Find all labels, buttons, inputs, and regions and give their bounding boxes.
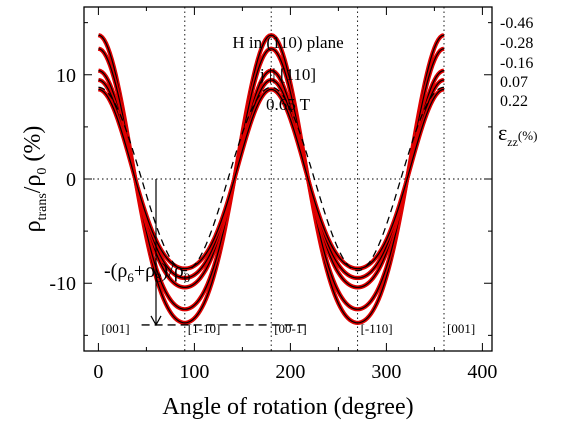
y-title-mid: /ρ	[20, 175, 46, 194]
formula-sub8: 8	[155, 270, 162, 285]
formula-mid: +ρ	[134, 260, 155, 282]
formula-label: -(ρ6+ρ8)/ρ0	[104, 260, 190, 285]
strain-label: -0.46	[500, 15, 533, 32]
x-tick-label: 400	[467, 361, 497, 383]
annotation-plane: H in (110) plane	[232, 33, 343, 52]
strain-label: 0.07	[500, 74, 528, 91]
epsilon-sub: zz	[507, 135, 518, 149]
x-axis-title: Angle of rotation (degree)	[162, 394, 413, 420]
x-tick-labels: 0 100 200 300 400	[93, 361, 497, 383]
annotation-field: 0.65 T	[266, 95, 311, 114]
formula-sub0: 0	[184, 270, 191, 285]
x-tick-label: 200	[275, 361, 305, 383]
y-title-end: (%)	[20, 126, 46, 168]
direction-label: [-110]	[361, 321, 393, 336]
y-tick-labels: -10 0 10	[49, 65, 76, 295]
strain-label: -0.28	[500, 35, 533, 52]
epsilon-symbol: ε	[498, 120, 507, 145]
epsilon-label: εzz(%)	[498, 120, 537, 149]
annotation-current: j || [110]	[259, 65, 316, 84]
axis-ticks	[84, 7, 492, 351]
y-tick-label: 0	[66, 169, 76, 191]
y-title-sub-0: 0	[35, 168, 50, 175]
formula-prefix: -(ρ	[104, 260, 127, 282]
direction-labels: [001] [1-10] [00-1] [-110] [001]	[101, 321, 475, 336]
strain-labels: -0.46 -0.28 -0.16 0.07 0.22	[500, 15, 533, 110]
direction-label: [001]	[447, 321, 475, 336]
direction-label: [001]	[101, 321, 129, 336]
y-tick-label: -10	[49, 273, 76, 295]
x-tick-label: 100	[179, 361, 209, 383]
y-axis-title: ρtrans/ρ0 (%)	[20, 126, 50, 233]
x-tick-label: 300	[371, 361, 401, 383]
x-tick-label: 0	[93, 361, 103, 383]
formula-sub6: 6	[127, 270, 134, 285]
y-title-sub-trans: trans	[35, 193, 50, 220]
reference-lines	[84, 7, 492, 351]
y-tick-label: 10	[56, 65, 76, 87]
y-title-rho: ρ	[20, 220, 46, 232]
direction-label: [1-10]	[188, 321, 221, 336]
strain-label: 0.22	[500, 93, 528, 110]
epsilon-unit: (%)	[518, 128, 538, 143]
direction-label: [00-1]	[274, 321, 307, 336]
formula-after: )/ρ	[162, 260, 184, 282]
strain-label: -0.16	[500, 55, 533, 72]
